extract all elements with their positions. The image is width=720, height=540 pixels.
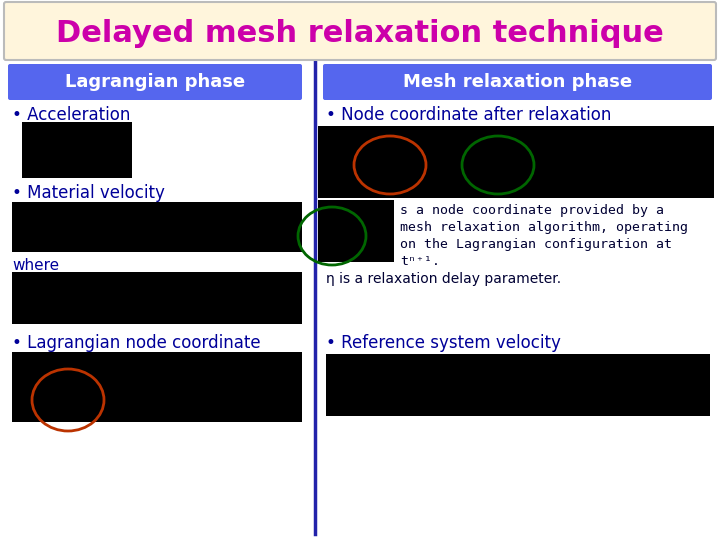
Text: s a node coordinate provided by a: s a node coordinate provided by a (400, 204, 664, 217)
Text: mesh relaxation algorithm, operating: mesh relaxation algorithm, operating (400, 221, 688, 234)
Text: • Lagrangian node coordinate: • Lagrangian node coordinate (12, 334, 261, 352)
Bar (318, 200, 394, 262)
Text: • Material velocity: • Material velocity (12, 184, 165, 202)
Bar (12, 272, 302, 324)
Text: η is a relaxation delay parameter.: η is a relaxation delay parameter. (326, 272, 561, 286)
Text: tⁿ⁺¹.: tⁿ⁺¹. (400, 255, 440, 268)
Text: Mesh relaxation phase: Mesh relaxation phase (403, 73, 632, 91)
FancyBboxPatch shape (4, 2, 716, 60)
Text: on the Lagrangian configuration at: on the Lagrangian configuration at (400, 238, 672, 251)
Text: Delayed mesh relaxation technique: Delayed mesh relaxation technique (56, 18, 664, 48)
Text: • Node coordinate after relaxation: • Node coordinate after relaxation (326, 106, 611, 124)
Bar (12, 202, 302, 252)
FancyBboxPatch shape (323, 64, 712, 100)
Text: where: where (12, 258, 59, 273)
Text: • Reference system velocity: • Reference system velocity (326, 334, 561, 352)
Bar (318, 126, 714, 198)
Bar (326, 354, 710, 416)
Text: Lagrangian phase: Lagrangian phase (65, 73, 245, 91)
FancyBboxPatch shape (8, 64, 302, 100)
Bar (22, 122, 132, 178)
Bar (12, 352, 302, 422)
Text: • Acceleration: • Acceleration (12, 106, 130, 124)
